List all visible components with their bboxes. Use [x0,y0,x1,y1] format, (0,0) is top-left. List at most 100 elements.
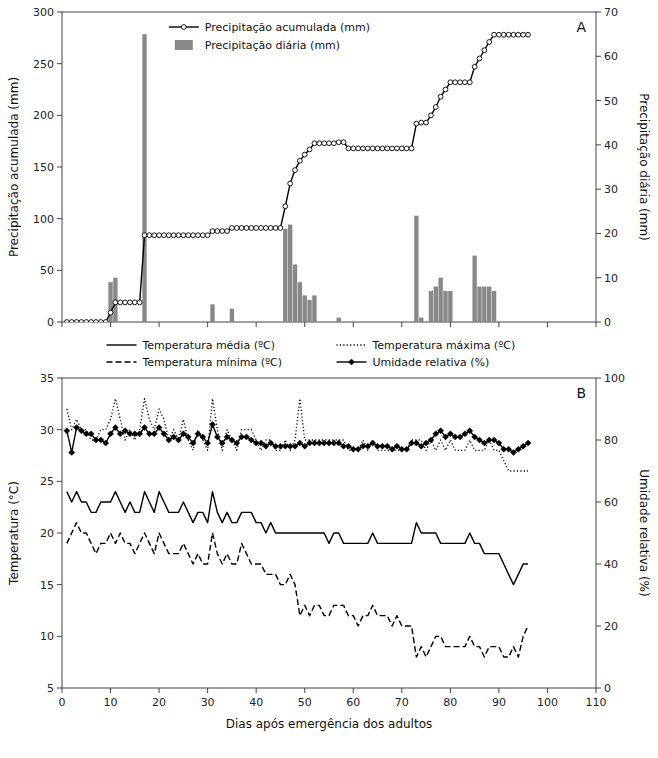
bar [230,309,234,322]
marker [283,204,288,209]
marker [375,146,380,151]
bar [516,322,520,323]
marker [414,121,419,126]
marker [288,181,293,186]
x-tick-label: 0 [59,696,66,709]
marker [472,434,478,440]
bar [249,322,253,323]
x-tick-label: 60 [346,696,360,709]
y2-tick-label: 40 [604,139,618,152]
chart: 0102030405060708090100110510152025303502… [7,339,651,731]
bar [414,216,418,322]
bar [137,322,141,323]
y2-tick-label: 100 [604,372,625,385]
bar [366,322,370,323]
y2-tick-label: 10 [604,272,618,285]
marker [268,226,273,231]
marker [234,226,239,231]
plot-frame [62,12,596,322]
y-tick-label: 5 [47,682,54,695]
x-tick [596,688,597,693]
marker [142,425,148,431]
x-tick [159,688,160,693]
marker [128,300,133,305]
marker [118,300,123,305]
bar [492,291,496,322]
marker [263,443,269,449]
bar [429,291,433,322]
marker [510,449,516,455]
x-tick [304,688,305,693]
y2-tick [596,189,601,190]
y2-tick-label: 20 [604,227,618,240]
bar [380,322,384,323]
marker [302,152,307,157]
series [67,399,528,471]
marker [497,32,502,37]
y2-tick [596,564,601,565]
x-tick [110,688,111,693]
bar [303,295,307,322]
marker [399,146,404,151]
x-tick-label: 20 [152,696,166,709]
bar [361,322,365,323]
marker [365,443,371,449]
marker [515,446,521,452]
marker [482,48,487,53]
bar [375,322,379,323]
marker [243,434,249,440]
marker [214,434,220,440]
y-tick-label: 250 [33,58,54,71]
bar [395,322,399,323]
bar [521,322,525,323]
bar [278,322,282,323]
marker [166,233,171,238]
y2-tick [596,626,601,627]
marker [297,158,302,163]
marker [210,229,215,234]
marker [64,320,69,322]
marker [89,320,94,322]
marker [191,233,196,238]
marker [438,428,444,434]
marker [156,425,162,431]
marker [185,434,191,440]
x-tick [353,322,354,327]
bar [162,322,166,323]
marker [467,428,473,434]
line [67,492,528,585]
marker [171,233,176,238]
marker [424,120,429,125]
marker [220,229,225,234]
bar [506,322,510,323]
bar [448,291,452,322]
marker [166,437,172,443]
y2-tick [596,277,601,278]
x-tick [62,688,63,693]
panel-label: A [576,19,586,35]
bar [390,322,394,323]
marker [69,320,74,322]
bar [424,322,428,323]
marker [423,440,429,446]
chart: 050100150200250300010203040506070Precipi… [7,6,651,329]
marker [389,446,395,452]
marker [94,320,99,322]
legend-label: Temperatura mínima (ºC) [142,356,283,369]
bar [157,322,161,323]
y2-tick-label: 80 [604,434,618,447]
marker [108,431,114,437]
bar [113,278,117,322]
marker [268,440,274,446]
marker [225,229,230,234]
x-tick-label: 110 [586,696,607,709]
y-tick [57,322,62,323]
x-tick [110,322,111,327]
marker [239,226,244,231]
marker [438,94,443,99]
marker [492,32,497,37]
bar [409,322,413,323]
marker [205,440,211,446]
bar [191,322,195,323]
legend-swatch [107,344,137,345]
